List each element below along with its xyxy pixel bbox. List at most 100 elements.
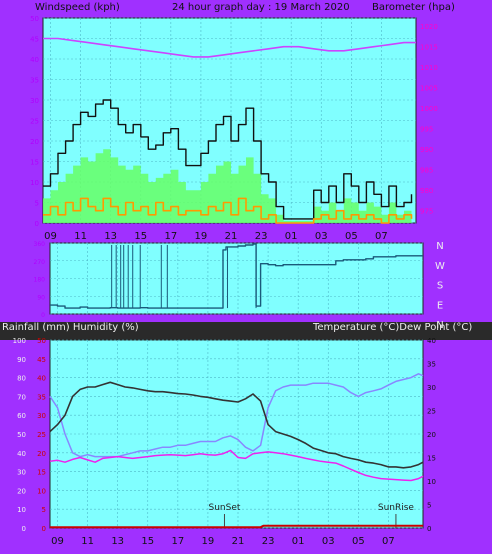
temperature-tick-label: 30 (427, 384, 436, 392)
x-tick-label: 17 (171, 536, 184, 547)
x-tick-label: 05 (352, 536, 365, 547)
wind-direction-series (50, 243, 423, 309)
x-tick-label: 09 (51, 536, 64, 547)
rain-tick-label: 25 (37, 431, 46, 439)
y2-tick-label: 1015 (420, 44, 438, 52)
windspeed-axis-label: Windspeed (kph) (35, 2, 120, 13)
humidity-tick-label: 100 (13, 337, 26, 345)
x-tick-label: 07 (375, 231, 388, 242)
humidity-tick-label: 60 (17, 412, 26, 420)
temp-plot-area (49, 339, 424, 529)
x-tick-label: 21 (225, 231, 238, 242)
direction-plot-area (49, 242, 424, 315)
humidity-tick-label: 70 (17, 393, 26, 401)
rain-tick-label: 50 (37, 337, 46, 345)
rain-series (50, 524, 423, 529)
humidity-tick-label: 50 (17, 431, 26, 439)
chart-title: 24 hour graph day : 19 March 2020 (172, 2, 350, 13)
y-tick-label: 15 (30, 159, 39, 167)
x-tick-label: 11 (81, 536, 94, 547)
humidity-tick-label: 20 (17, 487, 26, 495)
y-tick-label: 35 (30, 77, 39, 85)
y2-tick-label: 1010 (420, 64, 438, 72)
wind-barometer-panel: 11 13 15 17 19 21 23 01 03 05 07090510152025303540… (30, 15, 438, 242)
rain-tick-label: 35 (37, 393, 46, 401)
humidity-tick-label: 90 (17, 356, 26, 364)
y-tick-label: 30 (30, 97, 39, 105)
temperature-tick-label: 15 (427, 455, 436, 463)
temperature-tick-label: 35 (427, 361, 436, 369)
y2-tick-label: 995 (420, 126, 433, 134)
temperature-tick-label: 20 (427, 431, 436, 439)
temperature-tick-label: 10 (427, 478, 436, 486)
y2-tick-label: 1020 (420, 23, 438, 31)
temperature-series (49, 381, 424, 469)
y-tick-label: 45 (30, 36, 39, 44)
y2-tick-label: 990 (420, 146, 433, 154)
compass-label: N (436, 320, 443, 331)
temperature-tick-label: 5 (427, 502, 431, 510)
y-tick-label: 5 (35, 200, 39, 208)
x-tick-label: 15 (141, 536, 154, 547)
x-tick-label: 13 (111, 536, 124, 547)
rain-tick-label: 20 (37, 450, 46, 458)
y-tick-label: 40 (30, 56, 39, 64)
barometer-series (43, 37, 416, 58)
humidity-tick-label: 10 (17, 506, 26, 514)
y2-tick-label: 1000 (420, 105, 438, 113)
header-band (0, 322, 492, 340)
y-tick-label: 50 (30, 15, 39, 23)
x-tick-label: 15 (134, 231, 147, 242)
compass-label: E (437, 300, 443, 311)
wind-gust-series (43, 99, 413, 220)
y2-tick-label: 1005 (420, 85, 438, 93)
wind-minimum-series (43, 197, 413, 224)
humidity-tick-label: 0 (22, 525, 26, 533)
y2-tick-label: 985 (420, 167, 433, 175)
y2-tick-label: 980 (420, 187, 433, 195)
x-tick-label: 01 (285, 231, 298, 242)
direction-tick-label: 180 (34, 277, 46, 284)
humidity-tick-label: 80 (17, 375, 26, 383)
compass-label: N (436, 241, 443, 252)
wind-average-series (43, 149, 412, 223)
direction-tick-label: 270 (34, 259, 46, 266)
y2-tick-label: 975 (420, 208, 433, 216)
rain-tick-label: 30 (37, 412, 46, 420)
x-tick-label: 19 (202, 536, 215, 547)
x-tick-label: 23 (255, 231, 268, 242)
rain-tick-label: 45 (37, 356, 46, 364)
compass-label: S (437, 281, 443, 292)
rain-tick-label: 40 (37, 375, 46, 383)
x-tick-label: 17 (164, 231, 177, 242)
x-tick-label: 23 (262, 536, 275, 547)
compass-label: W (435, 261, 445, 272)
temperature-tick-label: 25 (427, 408, 436, 416)
rain-humidity-axis-label: Rainfall (mm) Humidity (%) (2, 322, 139, 333)
barometer-axis-label: Barometer (hpa) (372, 2, 455, 13)
rain-tick-label: 0 (42, 525, 46, 533)
x-tick-label: 01 (292, 536, 305, 547)
y-tick-label: 0 (35, 220, 39, 228)
y-tick-label: 25 (30, 118, 39, 126)
x-tick-label: 13 (104, 231, 117, 242)
rain-tick-label: 10 (37, 487, 46, 495)
temperature-tick-label: 0 (427, 525, 431, 533)
x-tick-label: 03 (315, 231, 328, 242)
temperature-tick-label: 40 (427, 337, 436, 345)
x-tick-label: 11 (74, 231, 87, 242)
x-tick-label: 21 (232, 536, 245, 547)
temperature-dewpoint-axis-label: Temperature (°C)Dew Point (°C) (312, 322, 472, 333)
direction-tick-label: 360 (34, 241, 46, 248)
rain-tick-label: 15 (37, 469, 46, 477)
x-tick-label: 07 (382, 536, 395, 547)
y-tick-label: 10 (30, 179, 39, 187)
x-tick-label: 09 (44, 231, 57, 242)
sun-event-label: SunSet (209, 503, 241, 513)
temp-humidity-panel: 11 13 15 17 19 21 23 01 03 05 07090102030405060708… (13, 337, 436, 547)
x-tick-label: 03 (322, 536, 335, 547)
humidity-tick-label: 40 (17, 450, 26, 458)
x-tick-label: 05 (345, 231, 358, 242)
